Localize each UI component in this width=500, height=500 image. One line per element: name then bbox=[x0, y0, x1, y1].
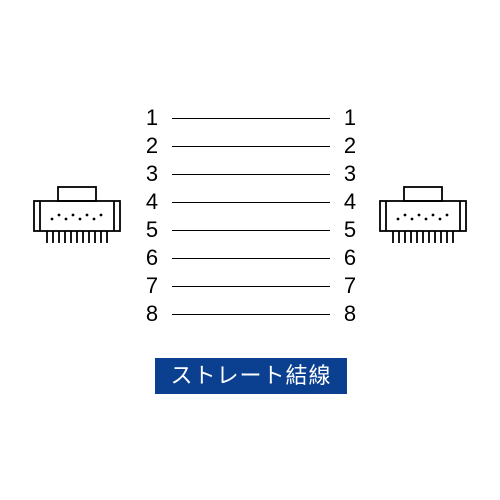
pin-wire bbox=[172, 314, 330, 315]
pin-number-right: 1 bbox=[340, 105, 360, 131]
pin-number-left: 1 bbox=[142, 105, 162, 131]
pin-number-right: 6 bbox=[340, 245, 360, 271]
pin-number-left: 6 bbox=[142, 245, 162, 271]
pin-wire bbox=[172, 230, 330, 231]
pin-number-right: 5 bbox=[340, 217, 360, 243]
pin-number-left: 7 bbox=[142, 273, 162, 299]
wiring-label: ストレート結線 bbox=[155, 358, 347, 394]
pin-number-right: 4 bbox=[340, 189, 360, 215]
pin-row: 55 bbox=[0, 216, 500, 244]
pin-number-right: 7 bbox=[340, 273, 360, 299]
pin-row: 44 bbox=[0, 188, 500, 216]
pin-wire bbox=[172, 174, 330, 175]
pin-row: 88 bbox=[0, 300, 500, 328]
pin-row: 33 bbox=[0, 160, 500, 188]
pin-row: 11 bbox=[0, 104, 500, 132]
pin-number-left: 5 bbox=[142, 217, 162, 243]
pin-number-right: 3 bbox=[340, 161, 360, 187]
pin-number-left: 4 bbox=[142, 189, 162, 215]
wiring-diagram: 1122334455667788 ストレート結線 bbox=[0, 0, 500, 500]
pin-wire bbox=[172, 202, 330, 203]
pin-wire bbox=[172, 146, 330, 147]
pin-wire bbox=[172, 258, 330, 259]
pin-number-left: 2 bbox=[142, 133, 162, 159]
pin-number-left: 8 bbox=[142, 301, 162, 327]
pin-wire bbox=[172, 118, 330, 119]
pin-number-right: 2 bbox=[340, 133, 360, 159]
pin-row: 22 bbox=[0, 132, 500, 160]
pin-number-left: 3 bbox=[142, 161, 162, 187]
pin-row: 77 bbox=[0, 272, 500, 300]
pin-number-right: 8 bbox=[340, 301, 360, 327]
pin-wire bbox=[172, 286, 330, 287]
pin-row: 66 bbox=[0, 244, 500, 272]
